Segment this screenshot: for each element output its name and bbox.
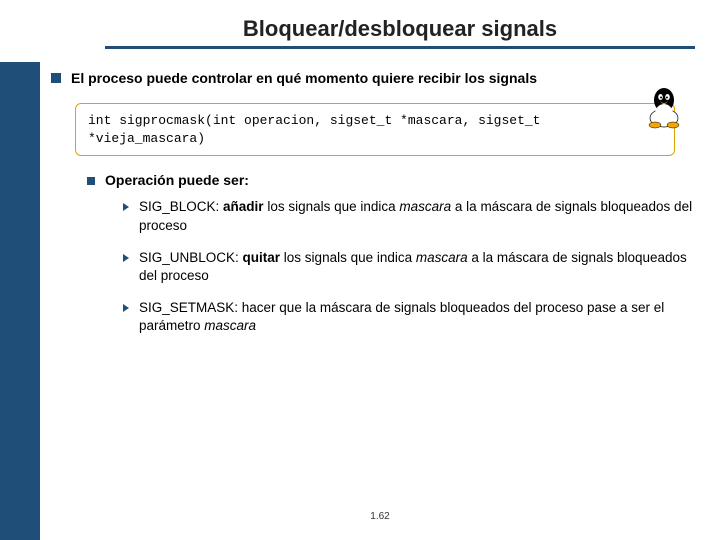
code-box: int sigprocmask(int operacion, sigset_t … [75, 103, 675, 156]
left-sidebar [0, 62, 40, 540]
bullet-square-icon [51, 73, 61, 83]
triangle-bullet-icon [123, 254, 129, 262]
list-item: SIG_UNBLOCK: quitar los signals que indi… [123, 249, 705, 285]
list-item: SIG_BLOCK: añadir los signals que indica… [123, 198, 705, 234]
sub-text: Operación puede ser: [105, 172, 249, 188]
list-item: SIG_SETMASK: hacer que la máscara de sig… [123, 299, 705, 335]
items-list: SIG_BLOCK: añadir los signals que indica… [45, 198, 715, 335]
triangle-bullet-icon [123, 304, 129, 312]
list-item-text: SIG_BLOCK: añadir los signals que indica… [139, 198, 705, 234]
list-item-text: SIG_SETMASK: hacer que la máscara de sig… [139, 299, 705, 335]
intro-text: El proceso puede controlar en qué moment… [71, 69, 537, 87]
intro-row: El proceso puede controlar en qué moment… [45, 69, 715, 87]
slide-content: El proceso puede controlar en qué moment… [45, 49, 715, 336]
slide-title: Bloquear/desbloquear signals [105, 10, 695, 49]
sub-row: Operación puede ser: [87, 172, 715, 188]
triangle-bullet-icon [123, 203, 129, 211]
list-item-text: SIG_UNBLOCK: quitar los signals que indi… [139, 249, 705, 285]
code-text: int sigprocmask(int operacion, sigset_t … [88, 113, 540, 146]
bullet-square-icon [87, 177, 95, 185]
linux-tux-icon [644, 84, 684, 129]
page-number: 1.62 [45, 511, 715, 522]
slide-body: Bloquear/desbloquear signals El proceso … [45, 10, 715, 530]
